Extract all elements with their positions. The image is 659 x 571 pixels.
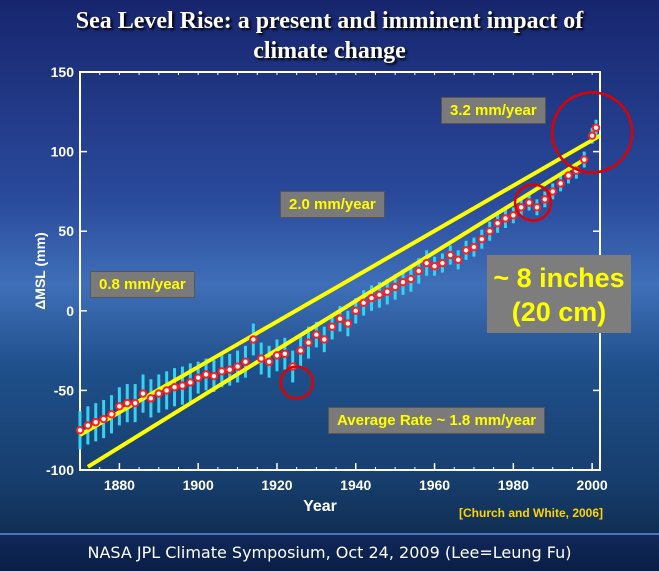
data-point — [138, 389, 148, 398]
footer-text: NASA JPL Climate Symposium, Oct 24, 2009… — [87, 543, 572, 562]
slide-title-line1: Sea Level Rise: a present and imminent i… — [75, 8, 584, 34]
data-point — [383, 287, 392, 296]
highlight-circle — [279, 365, 314, 400]
x-tick-label: 2000 — [577, 477, 608, 493]
x-tick-label: 1900 — [183, 477, 214, 493]
data-point — [477, 234, 487, 244]
data-point — [548, 187, 557, 196]
total-rise-label: ~ 8 inches (20 cm) — [487, 255, 631, 333]
y-tick-label: -50 — [54, 382, 74, 398]
y-axis-label: ΔMSL (mm) — [32, 232, 48, 309]
data-point — [532, 203, 542, 212]
citation: [Church and White, 2006] — [459, 506, 604, 520]
data-point — [186, 378, 195, 387]
data-point — [564, 171, 573, 180]
x-tick-label: 1980 — [498, 477, 529, 493]
data-point — [406, 274, 416, 284]
data-point — [414, 266, 423, 276]
rate-label-0-8: 0.8 mm/year — [90, 271, 195, 298]
data-point — [587, 131, 597, 140]
x-tick-label: 1960 — [419, 477, 450, 493]
highlight-circle — [550, 91, 634, 174]
data-point — [517, 203, 526, 212]
data-point — [304, 338, 313, 347]
data-point — [580, 155, 589, 164]
rate-label-2-0: 2.0 mm/year — [280, 191, 385, 218]
data-point — [83, 421, 93, 430]
x-axis-label: Year — [303, 498, 337, 515]
data-point — [272, 351, 282, 360]
data-point — [422, 258, 431, 268]
highlight-circle — [513, 183, 553, 222]
data-point — [312, 330, 321, 339]
data-point — [280, 349, 290, 358]
y-tick-label: 150 — [51, 64, 75, 80]
data-point — [524, 198, 534, 207]
x-tick-label: 1920 — [261, 477, 292, 493]
y-tick-label: 100 — [51, 144, 75, 160]
data-point — [453, 255, 463, 265]
data-point — [501, 214, 510, 223]
data-point — [359, 298, 368, 308]
slide-title: Sea Level Rise: a present and imminent i… — [0, 6, 659, 66]
sea-level-chart: 1880 1900 1920 1940 1960 1980 2000 -100 -50 0 50 10… — [32, 64, 634, 515]
data-point — [351, 306, 360, 315]
data-point — [367, 293, 376, 303]
data-point — [201, 370, 211, 379]
footer-bar: NASA JPL Climate Symposium, Oct 24, 2009… — [0, 533, 659, 571]
trend-line — [86, 157, 586, 469]
data-point — [327, 322, 337, 331]
slide-title-line2: climate change — [253, 38, 406, 64]
y-tick-label: 0 — [66, 303, 74, 319]
data-point — [398, 277, 408, 287]
data-point — [193, 373, 203, 382]
data-point — [296, 346, 305, 355]
data-point — [485, 227, 494, 236]
data-point — [264, 357, 274, 366]
data-point — [591, 123, 601, 132]
rate-label-3-2: 3.2 mm/year — [441, 97, 546, 124]
data-point — [335, 314, 345, 323]
data-point — [540, 195, 550, 204]
data-point — [162, 386, 171, 395]
data-point — [233, 362, 242, 371]
data-point — [75, 426, 85, 435]
y-tick-label: 50 — [58, 223, 74, 239]
data-point — [343, 319, 353, 328]
data-point — [123, 398, 132, 408]
data-point — [320, 335, 329, 344]
trend-line — [79, 133, 601, 437]
data-point — [154, 389, 163, 398]
data-point — [130, 398, 140, 408]
y-tick-label: -100 — [46, 462, 74, 478]
data-point — [375, 290, 384, 300]
data-point — [509, 211, 518, 220]
data-point — [225, 365, 234, 374]
data-point — [91, 418, 100, 427]
data-point — [209, 371, 219, 381]
total-rise-line2: (20 cm) — [511, 297, 607, 327]
data-point — [249, 335, 258, 344]
data-point — [461, 246, 471, 255]
data-point — [438, 258, 447, 268]
data-point — [469, 242, 479, 252]
data-point — [390, 282, 400, 292]
data-point — [107, 410, 116, 419]
total-rise-line1: ~ 8 inches — [493, 263, 625, 293]
data-point — [446, 250, 455, 260]
data-point — [556, 179, 565, 188]
data-point — [99, 414, 108, 424]
data-point — [146, 394, 156, 403]
data-point — [217, 367, 227, 376]
data-point — [241, 357, 250, 366]
data-point — [170, 383, 179, 392]
data-point — [493, 219, 502, 228]
x-tick-label: 1940 — [340, 477, 371, 493]
average-rate-label: Average Rate ~ 1.8 mm/year — [328, 407, 546, 434]
data-point — [115, 402, 124, 411]
data-point — [257, 354, 266, 363]
x-tick-label: 1880 — [104, 477, 135, 493]
data-point — [178, 381, 187, 390]
data-point — [430, 262, 439, 271]
